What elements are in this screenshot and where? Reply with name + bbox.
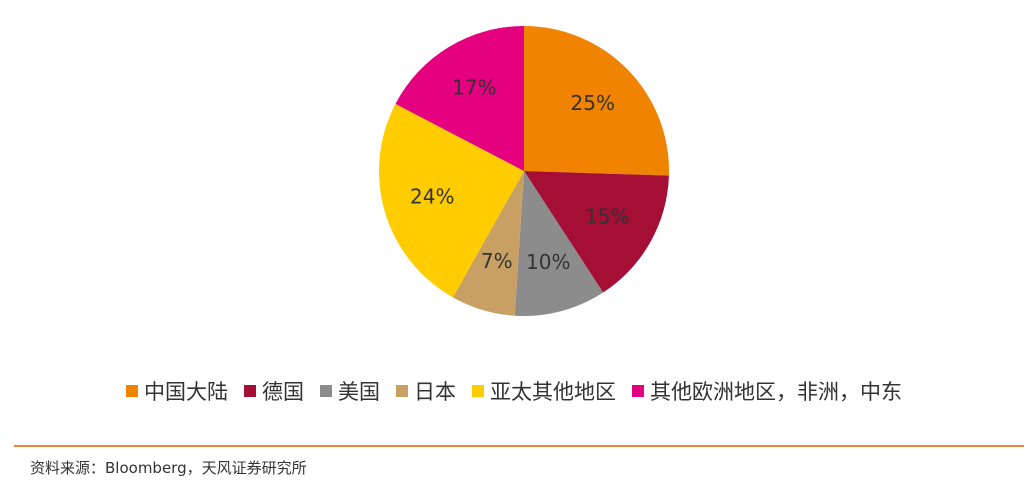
legend-item: 美国 <box>320 376 380 406</box>
legend-swatch <box>396 385 408 397</box>
pie-slice <box>395 26 524 171</box>
legend-item: 亚太其他地区 <box>472 376 616 406</box>
legend: 中国大陆 德国 美国 日本 亚太其他地区 其他欧洲地区，非洲，中东 <box>0 376 1028 406</box>
data-label: 10% <box>526 250 570 274</box>
legend-label: 德国 <box>262 380 304 404</box>
pie-slice <box>379 103 524 298</box>
data-label: 25% <box>571 91 615 115</box>
data-label: 17% <box>452 76 496 100</box>
legend-label: 中国大陆 <box>144 380 228 404</box>
legend-swatch <box>244 385 256 397</box>
source-note: 资料来源：Bloomberg，天风证券研究所 <box>30 459 307 477</box>
pie-slice <box>524 171 669 293</box>
divider <box>14 445 1024 447</box>
legend-swatch <box>472 385 484 397</box>
legend-swatch <box>126 385 138 397</box>
data-label: 7% <box>481 249 513 273</box>
legend-item: 中国大陆 <box>126 376 228 406</box>
legend-label: 亚太其他地区 <box>490 380 616 404</box>
data-label: 24% <box>410 185 454 209</box>
chart: 25% 15% 10% 7% 24% 17% <box>379 26 669 317</box>
legend-item: 其他欧洲地区，非洲，中东 <box>632 376 902 406</box>
legend-item: 日本 <box>396 376 456 406</box>
pie-slice <box>524 26 669 176</box>
legend-label: 日本 <box>414 380 456 404</box>
legend-swatch <box>632 385 644 397</box>
pie-slice <box>514 171 604 317</box>
legend-swatch <box>320 385 332 397</box>
legend-item: 德国 <box>244 376 304 406</box>
legend-label: 其他欧洲地区，非洲，中东 <box>650 380 902 404</box>
data-label: 15% <box>585 204 629 228</box>
legend-label: 美国 <box>338 380 380 404</box>
pie-slice <box>452 171 524 316</box>
